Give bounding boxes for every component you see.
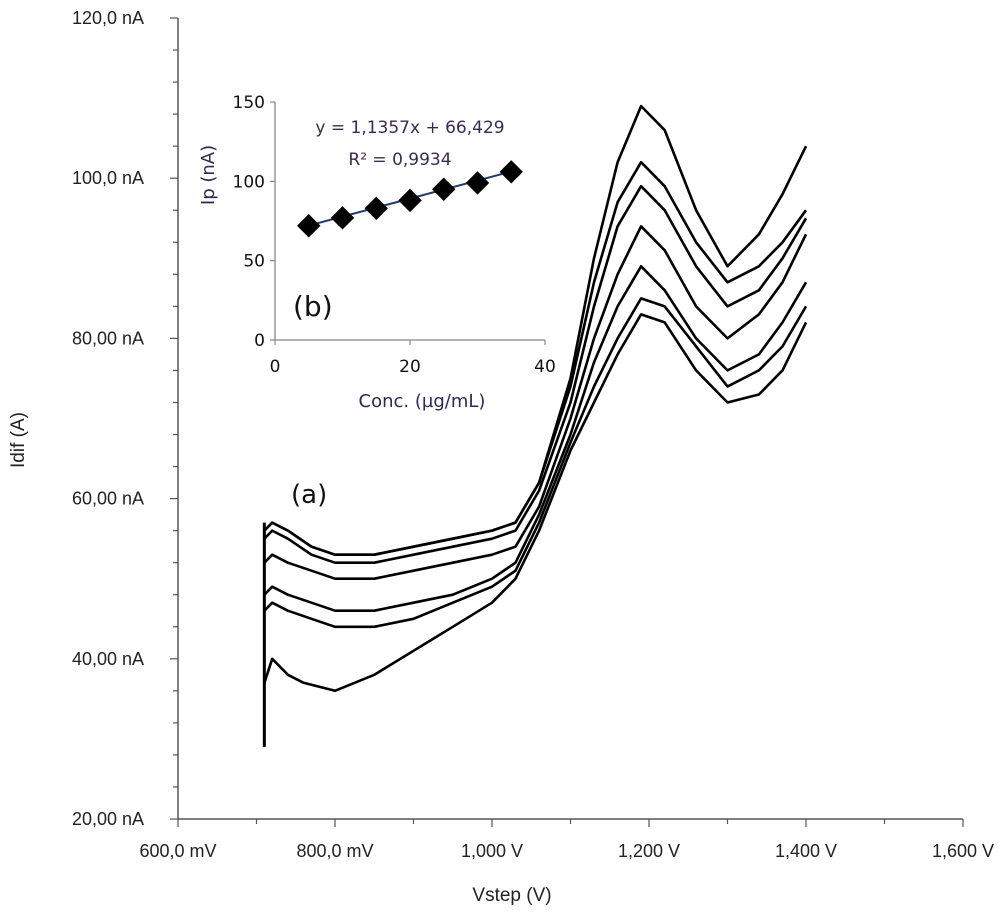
main-chart: 20,00 nA 40,00 nA 60,00 nA 80,00 nA 100,0 nA…: [8, 8, 994, 906]
main-y-tick-label: 40,00 nA: [72, 649, 144, 669]
main-x-tick-label: 1,600 V: [932, 841, 994, 861]
trendline-equation: y = 1,1357x + 66,429: [315, 118, 504, 138]
inset-y-tick-label: 100: [233, 172, 265, 192]
inset-data-point: [330, 206, 355, 230]
inset-y-axis-label: Ip (nA): [198, 145, 219, 205]
voltammogram-curve-1: [263, 313, 808, 693]
voltammogram-curve-5: [263, 184, 808, 565]
inset-y-tick-label: 50: [243, 252, 265, 272]
inset-tick-labels: 0 50 100 150 0 20 40: [233, 93, 556, 377]
main-x-tick-label: 800,0 mV: [296, 841, 373, 861]
main-y-tick-label: 20,00 nA: [72, 809, 144, 829]
main-series: [262, 104, 808, 747]
inset-y-tick-label: 150: [233, 93, 265, 113]
main-y-tick-label: 80,00 nA: [72, 328, 144, 348]
inset-data-point: [364, 196, 388, 221]
main-y-tick-label: 120,0 nA: [72, 8, 144, 28]
inset-x-tick-label: 40: [534, 357, 556, 377]
r-squared-label: R² = 0,9934: [348, 150, 451, 170]
main-y-axis-label: Idif (A): [8, 412, 29, 468]
voltammogram-curve-4: [263, 225, 808, 581]
inset-x-tick-label: 20: [399, 357, 421, 377]
main-y-tick-label: 60,00 nA: [72, 489, 144, 509]
main-x-tick-label: 1,200 V: [618, 841, 680, 861]
inset-data-point: [297, 214, 321, 238]
main-x-axis-label: Vstep (V): [472, 885, 551, 906]
inset-chart: 0 50 100 150 0 20 40 Ip (nA) Conc. (µg/mL) y =…: [198, 93, 556, 412]
main-x-tick-label: 600,0 mV: [139, 841, 216, 861]
panel-label-b: (b): [293, 290, 333, 323]
inset-x-tick-label: 0: [270, 357, 281, 377]
main-y-tick-label: 100,0 nA: [72, 168, 144, 188]
voltammogram-curve-3: [263, 264, 808, 613]
voltammogram-curve-2: [263, 297, 808, 629]
inset-y-tick-label: 0: [254, 331, 265, 351]
main-x-tick-label: 1,000 V: [461, 841, 523, 861]
main-axes: [170, 17, 964, 827]
panel-label-a: (a): [291, 480, 327, 510]
main-tick-labels: 20,00 nA 40,00 nA 60,00 nA 80,00 nA 100,0 nA…: [72, 8, 994, 861]
inset-data-point: [432, 177, 456, 201]
voltammogram-curve-7: [263, 104, 808, 557]
inset-points: [297, 160, 523, 238]
main-x-tick-label: 1,400 V: [775, 841, 837, 861]
inset-x-axis-label: Conc. (µg/mL): [359, 391, 486, 412]
inset-data-point: [398, 188, 422, 213]
inset-data-point: [465, 171, 490, 195]
inset-data-point: [499, 160, 523, 184]
